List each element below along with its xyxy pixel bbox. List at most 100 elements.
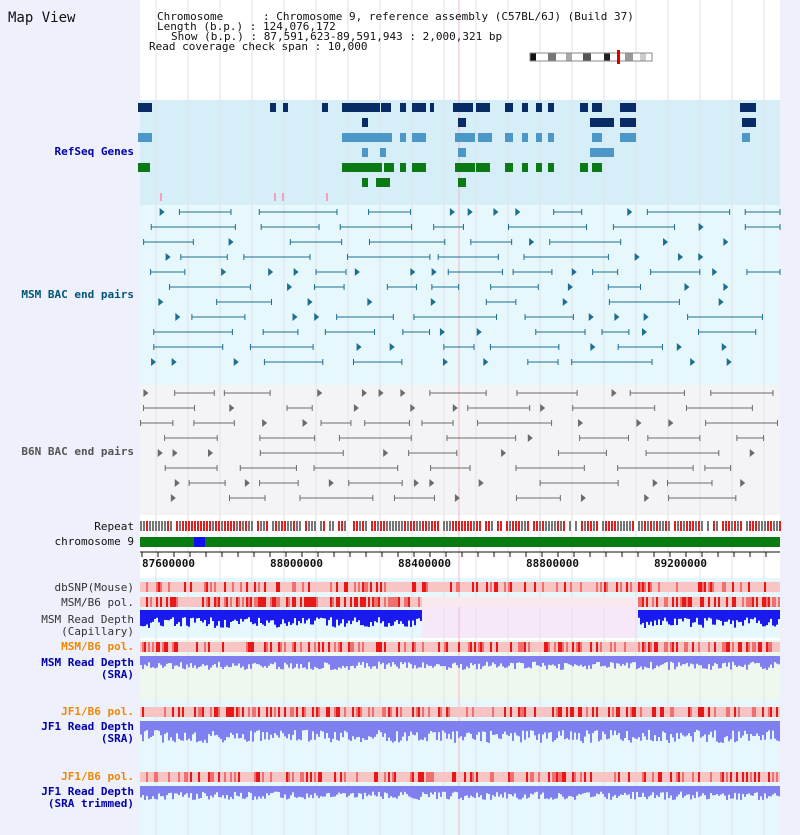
msm-b6-pol-sra-strip <box>492 642 494 652</box>
refseq-gene <box>362 118 368 127</box>
msm-depth-sra-bar <box>504 656 506 668</box>
repeat-block <box>635 521 637 531</box>
msm-bac-pair <box>698 223 704 231</box>
jf1-b6-pol-trim-strip <box>356 772 358 782</box>
msm-depth-sra-bar <box>304 656 306 668</box>
msm-b6-pol-sra-strip <box>652 642 654 652</box>
dbsnp-strip <box>634 582 636 592</box>
msm-depth-capillary-bar <box>724 610 726 622</box>
msm-depth-sra-bar <box>510 656 512 663</box>
jf1-b6-pol-strip <box>176 707 178 717</box>
jf1-b6-pol-strip <box>298 707 300 717</box>
refseq-mark <box>326 193 328 201</box>
msm-depth-capillary-bar <box>290 610 292 625</box>
msm-depth-capillary-label[interactable]: MSM Read Depth (Capillary) <box>41 613 134 638</box>
repeat-block <box>551 521 553 531</box>
dbsnp-strip <box>322 582 324 592</box>
dbsnp-strip <box>368 582 370 592</box>
b6n-bac-pair <box>262 419 268 427</box>
msm-depth-sra-bar <box>144 656 146 665</box>
repeat-block <box>326 521 328 531</box>
jf1-b6-pol-trim-strip <box>658 772 660 782</box>
msm-depth-sra-label[interactable]: MSM Read Depth (SRA) <box>41 656 134 681</box>
jf1-depth-sra-bar <box>486 721 488 743</box>
jf1-b6-pol-strip <box>738 707 740 717</box>
jf1-depth-sra-bar <box>150 721 152 737</box>
dbsnp-strip <box>224 582 226 592</box>
refseq-gene <box>400 103 406 112</box>
jf1-b6-pol-trim-label[interactable]: JF1/B6 pol. <box>61 770 134 783</box>
dbsnp-strip <box>270 582 272 592</box>
jf1-b6-pol-trim-strip <box>368 772 370 782</box>
jf1-depth-sra-bar <box>302 721 304 731</box>
jf1-b6-pol-trim-strip <box>720 772 722 782</box>
msm-b6-pol-sra-strip <box>282 642 284 652</box>
msm-b6-pol-sra-label[interactable]: MSM/B6 pol. <box>61 640 134 653</box>
dbsnp-strip <box>252 582 254 592</box>
msm-depth-capillary-bar <box>772 610 774 626</box>
msm-depth-capillary-bar <box>330 610 332 618</box>
repeat-block <box>224 521 226 531</box>
jf1-b6-pol-strip <box>252 707 254 717</box>
msm-depth-sra-bar <box>656 656 658 666</box>
jf1-b6-pol-strip <box>146 707 148 717</box>
jf1-b6-pol-strip <box>498 707 500 717</box>
msm-depth-capillary-bar <box>376 610 378 623</box>
msm-b6-pol-strip <box>150 597 152 607</box>
jf1-b6-pol-trim-strip <box>544 772 546 782</box>
refseq-track-label[interactable]: RefSeq Genes <box>54 145 134 158</box>
jf1-b6-pol-trim-strip <box>270 772 272 782</box>
jf1-depth-trim-bar <box>706 786 708 800</box>
msm-depth-capillary-bar <box>734 610 736 628</box>
refseq-gene <box>342 133 380 142</box>
dbsnp-strip <box>166 582 168 592</box>
jf1-b6-pol-trim-strip <box>488 772 490 782</box>
msm-bac-track-label[interactable]: MSM BAC end pairs <box>21 288 134 301</box>
msm-b6-pol-sra-strip <box>396 642 398 652</box>
jf1-b6-pol-strip <box>710 707 712 717</box>
dbsnp-strip <box>354 582 356 592</box>
repeat-block <box>512 521 514 531</box>
msm-b6-pol-sra-strip <box>416 642 418 652</box>
dbsnp-track-label[interactable]: dbSNP(Mouse) <box>54 581 134 594</box>
dbsnp-strip <box>610 582 612 592</box>
msm-depth-sra-bar <box>760 656 762 667</box>
msm-b6-pol-strip <box>698 597 700 607</box>
msm-b6-pol-sra-strip <box>332 642 334 652</box>
jf1-b6-pol-strip <box>614 707 616 717</box>
jf1-depth-trim-bar <box>390 786 392 797</box>
msm-b6-pol-sra-strip <box>434 642 436 652</box>
dbsnp-strip <box>472 582 474 592</box>
msm-b6-pol-sra-strip <box>318 642 320 652</box>
jf1-b6-pol-strip <box>186 707 188 717</box>
jf1-depth-trim-bar <box>282 786 284 798</box>
jf1-b6-pol-strip <box>748 707 750 717</box>
msm-depth-capillary-bar <box>164 610 166 620</box>
jf1-b6-pol-trim-strip <box>710 772 712 782</box>
b6n-bac-track-label[interactable]: B6N BAC end pairs <box>21 445 134 458</box>
repeat-block <box>479 521 481 531</box>
b6n-bac-pair <box>454 494 460 502</box>
jf1-b6-pol-trim-strip <box>762 772 764 782</box>
jf1-b6-pol-strip <box>618 707 620 717</box>
jf1-depth-trim-bar <box>160 786 162 797</box>
msm-depth-capillary-bar <box>194 610 196 623</box>
jf1-depth-trimmed-label[interactable]: JF1 Read Depth (SRA trimmed) <box>41 785 134 810</box>
msm-bac-pair <box>221 268 227 276</box>
jf1-depth-sra-label[interactable]: JF1 Read Depth (SRA) <box>41 720 134 745</box>
repeat-block <box>302 521 304 531</box>
jf1-depth-trim-bar <box>454 786 456 792</box>
jf1-b6-pol-trim-strip <box>152 772 154 782</box>
jf1-b6-pol-strip <box>700 707 702 717</box>
msm-b6-pol-label[interactable]: MSM/B6 pol. <box>61 596 134 609</box>
jf1-b6-pol-label[interactable]: JF1/B6 pol. <box>61 705 134 718</box>
msm-depth-sra-bar <box>354 656 356 669</box>
jf1-b6-pol-strip <box>400 707 402 717</box>
jf1-depth-trim-bar <box>252 786 254 800</box>
dbsnp-strip <box>246 582 248 592</box>
repeat-block <box>416 521 418 531</box>
jf1-b6-pol-strip <box>348 707 350 717</box>
b6n-bac-pair <box>452 404 458 412</box>
jf1-b6-pol-trim-strip <box>408 772 410 782</box>
